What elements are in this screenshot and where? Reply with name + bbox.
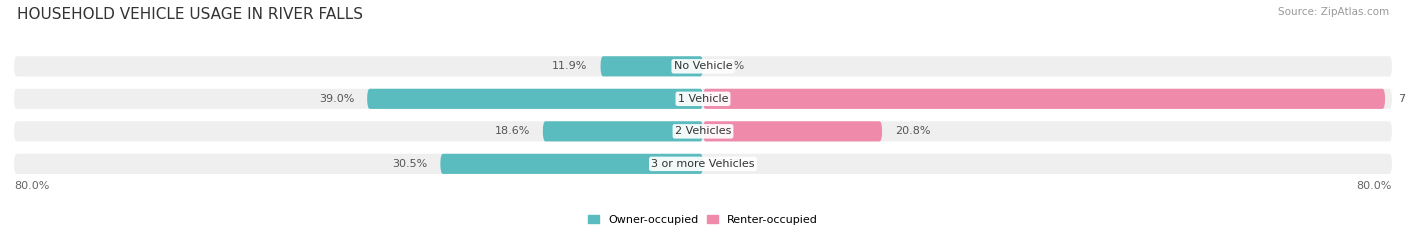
Text: 1 Vehicle: 1 Vehicle (678, 94, 728, 104)
Text: 18.6%: 18.6% (495, 126, 530, 136)
Text: No Vehicle: No Vehicle (673, 61, 733, 71)
Text: 80.0%: 80.0% (1357, 181, 1392, 191)
Text: 0.0%: 0.0% (716, 61, 744, 71)
FancyBboxPatch shape (440, 154, 703, 174)
Text: 3 or more Vehicles: 3 or more Vehicles (651, 159, 755, 169)
Text: 39.0%: 39.0% (319, 94, 354, 104)
Text: 80.0%: 80.0% (14, 181, 49, 191)
FancyBboxPatch shape (14, 121, 1392, 141)
FancyBboxPatch shape (14, 89, 1392, 109)
Text: HOUSEHOLD VEHICLE USAGE IN RIVER FALLS: HOUSEHOLD VEHICLE USAGE IN RIVER FALLS (17, 7, 363, 22)
FancyBboxPatch shape (14, 56, 1392, 76)
Text: 30.5%: 30.5% (392, 159, 427, 169)
FancyBboxPatch shape (543, 121, 703, 141)
Text: 20.8%: 20.8% (896, 126, 931, 136)
FancyBboxPatch shape (703, 121, 882, 141)
Legend: Owner-occupied, Renter-occupied: Owner-occupied, Renter-occupied (583, 210, 823, 229)
Text: 79.2%: 79.2% (1398, 94, 1406, 104)
FancyBboxPatch shape (600, 56, 703, 76)
Text: 2 Vehicles: 2 Vehicles (675, 126, 731, 136)
Text: 11.9%: 11.9% (553, 61, 588, 71)
Text: 0.0%: 0.0% (716, 159, 744, 169)
FancyBboxPatch shape (703, 89, 1385, 109)
Text: Source: ZipAtlas.com: Source: ZipAtlas.com (1278, 7, 1389, 17)
FancyBboxPatch shape (14, 154, 1392, 174)
FancyBboxPatch shape (367, 89, 703, 109)
